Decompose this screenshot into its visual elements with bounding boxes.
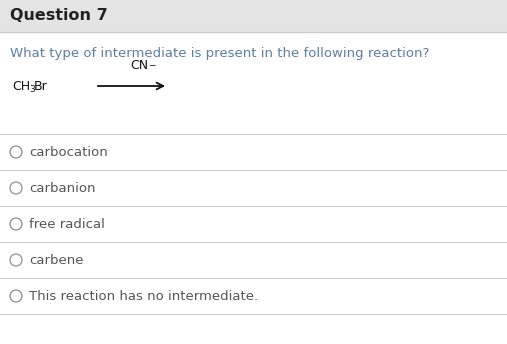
Text: −: − [148,60,156,69]
Text: Br: Br [34,79,48,93]
Text: What type of intermediate is present in the following reaction?: What type of intermediate is present in … [10,47,429,61]
Text: 3: 3 [29,85,35,94]
Text: CH: CH [12,79,30,93]
Text: This reaction has no intermediate.: This reaction has no intermediate. [29,290,258,302]
Text: free radical: free radical [29,217,105,230]
Text: carbocation: carbocation [29,146,108,159]
Text: Question 7: Question 7 [10,9,108,23]
Bar [0,0,507,32]
Text: carbene: carbene [29,254,84,267]
Text: carbanion: carbanion [29,182,95,194]
Text: CN: CN [130,59,148,72]
